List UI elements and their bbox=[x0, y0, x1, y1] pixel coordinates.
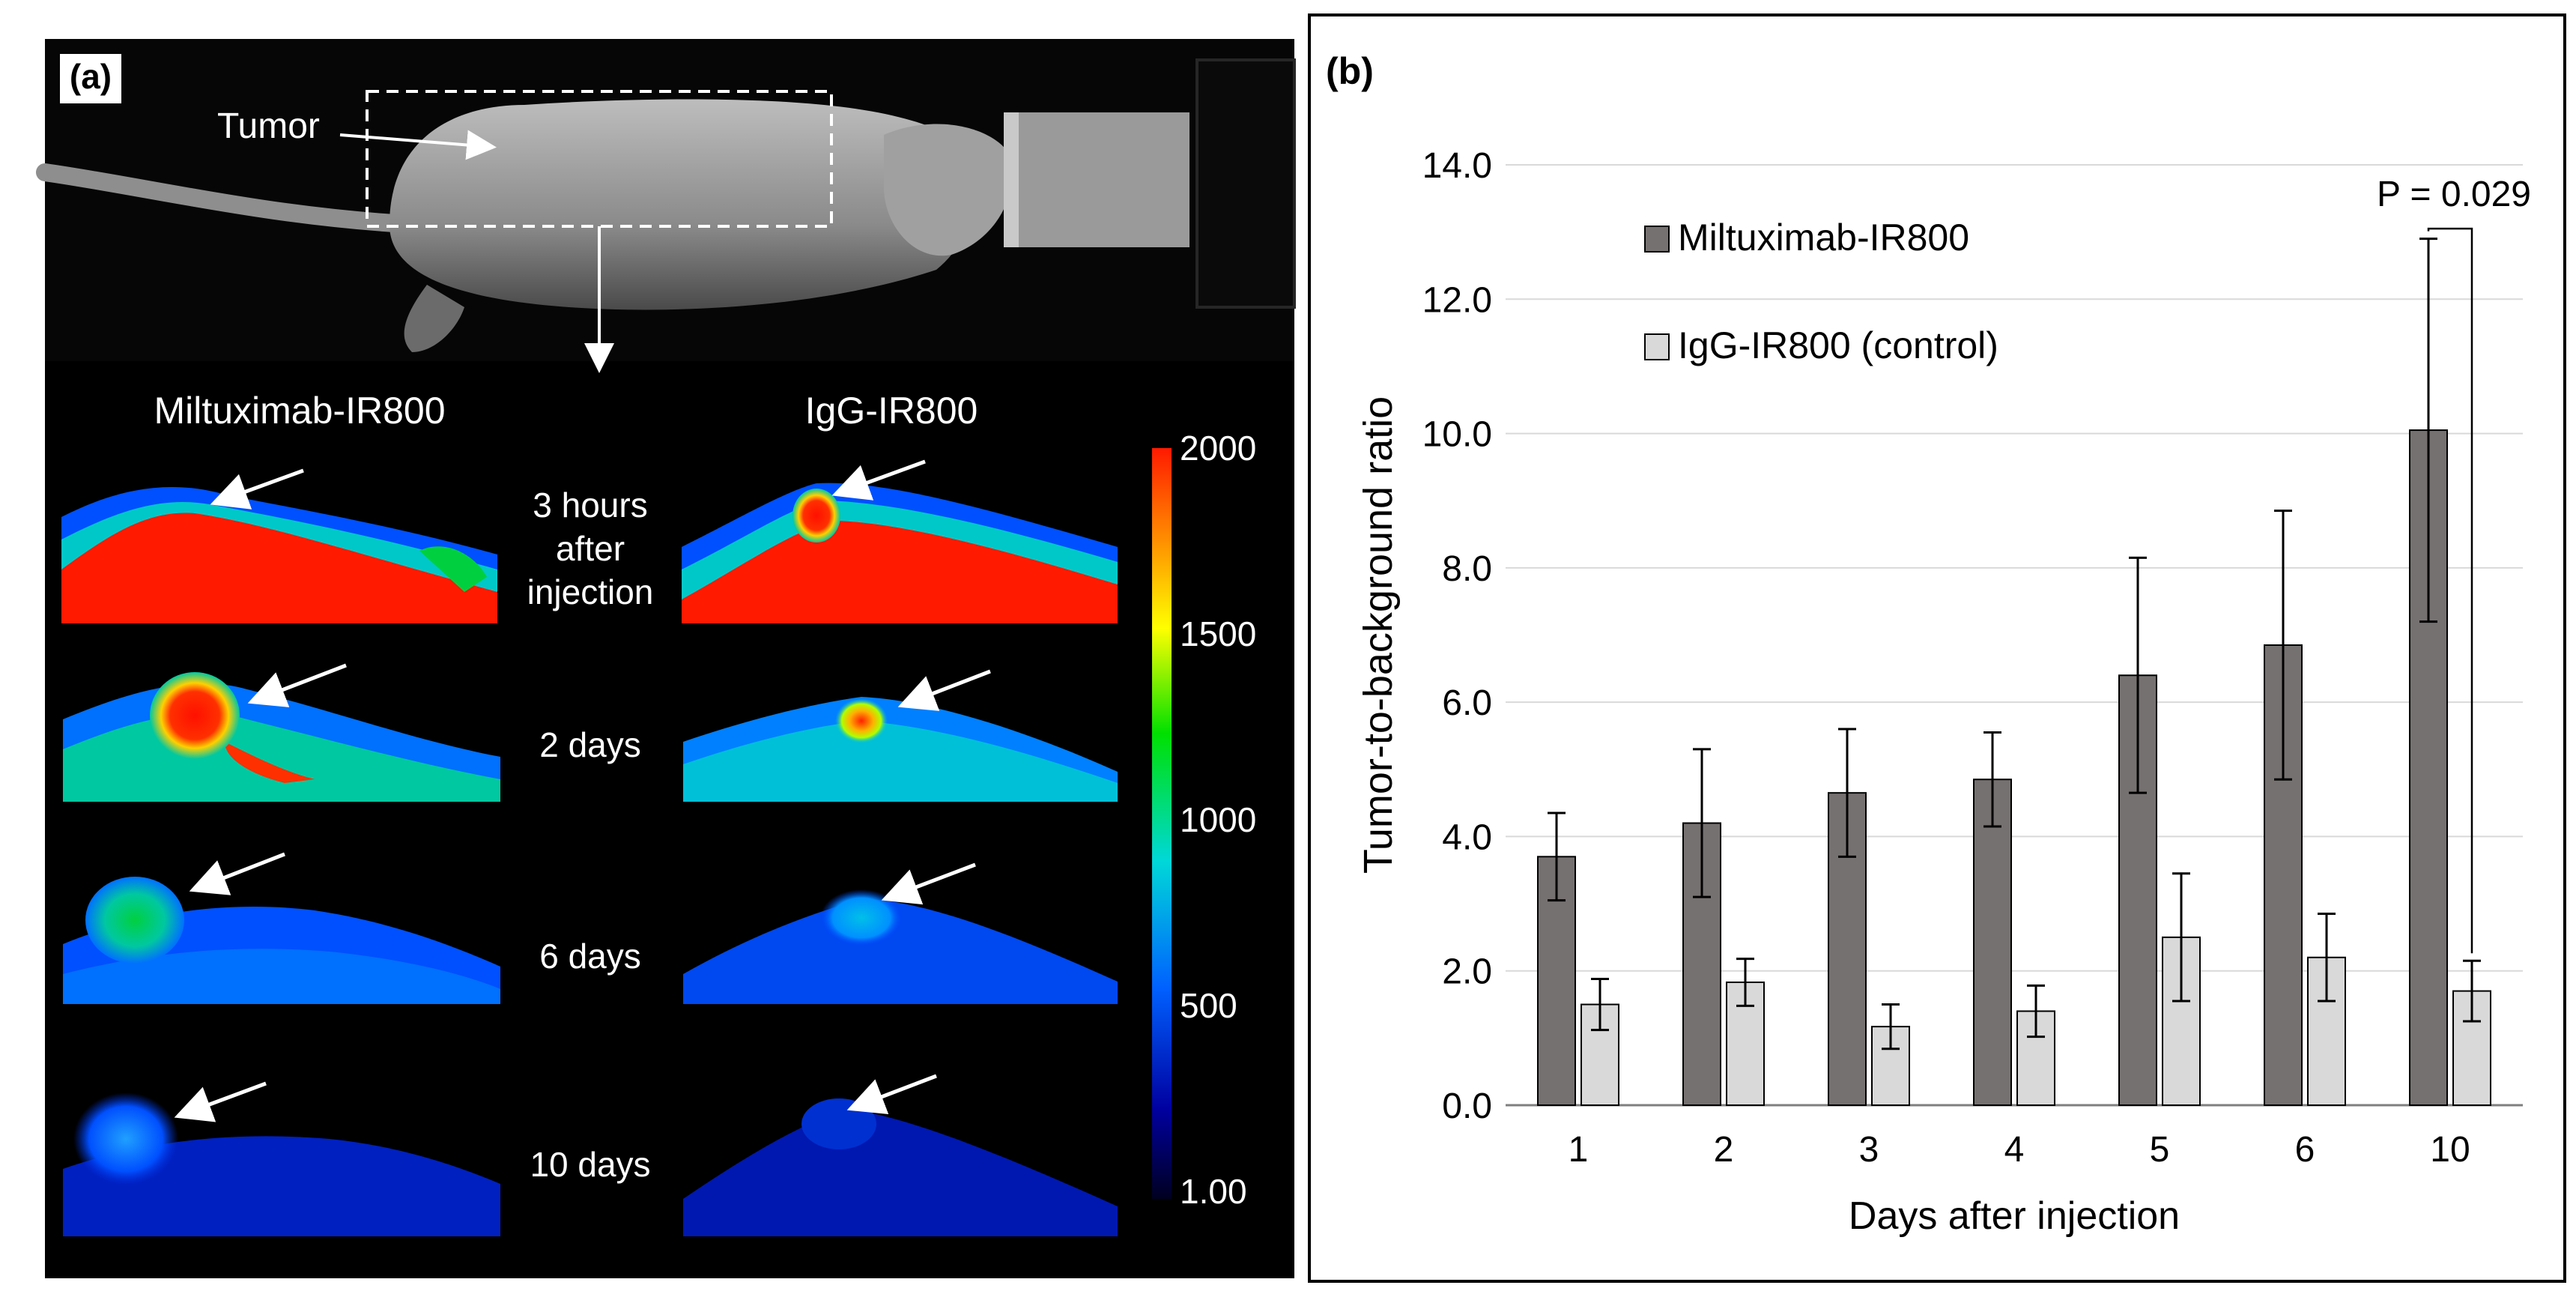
x-tick-label: 4 bbox=[2004, 1130, 2025, 1170]
tumor-arrow-milt-3h bbox=[210, 468, 304, 510]
fluorescence-arrows bbox=[174, 459, 991, 1122]
panel-a-label: (a) bbox=[70, 57, 112, 96]
bar-chart: 0.0 2.0 4.0 6.0 8.0 10.0 12.0 14.0 1 2 3 4 5 6 10 P = 0… bbox=[1356, 146, 2531, 1238]
fluorescence-miltuximab-2d bbox=[63, 659, 500, 802]
x-tick-label: 5 bbox=[2150, 1130, 2170, 1170]
y-tick-label: 8.0 bbox=[1442, 549, 1492, 589]
column-title-igg: IgG-IR800 bbox=[805, 390, 978, 432]
intensity-colorbar: 2000 1500 1000 500 1.00 bbox=[1152, 429, 1256, 1211]
anesthesia-nose-cone bbox=[1004, 112, 1189, 247]
x-tick-label: 1 bbox=[1569, 1130, 1589, 1170]
tumor-pointer-arrow bbox=[339, 130, 497, 160]
y-tick-label: 10.0 bbox=[1422, 415, 1492, 455]
bar-igg-day-1 bbox=[1581, 1003, 1619, 1107]
y-tick-label: 12.0 bbox=[1422, 280, 1492, 320]
tumor-arrow-igg-6d bbox=[881, 862, 976, 905]
mouse-hind-leg bbox=[404, 285, 464, 352]
fluorescence-igg-2d bbox=[683, 659, 1118, 802]
timepoint-labels: 3 hours after injection 2 days 6 days 10… bbox=[527, 486, 654, 1184]
chart-frame bbox=[1308, 13, 2566, 1283]
tumor-region-box bbox=[366, 90, 833, 228]
y-tick-label: 2.0 bbox=[1442, 952, 1492, 992]
fluorescence-igg-3h bbox=[682, 465, 1118, 623]
y-tick-label: 14.0 bbox=[1422, 146, 1492, 186]
colorbar-tick-2000: 2000 bbox=[1180, 429, 1256, 468]
legend-swatch bbox=[1644, 333, 1670, 360]
x-tick-label: 2 bbox=[1714, 1130, 1734, 1170]
y-axis-title: Tumor-to-background ratio bbox=[1356, 396, 1401, 874]
tumor-label: Tumor bbox=[217, 106, 320, 146]
fluorescence-miltuximab-10d bbox=[63, 1064, 500, 1236]
tumor-arrow-milt-10d bbox=[174, 1081, 267, 1122]
x-tick-label: 10 bbox=[2430, 1130, 2470, 1170]
timepoint-6d: 6 days bbox=[539, 937, 641, 976]
white-light-photo bbox=[36, 39, 1296, 373]
y-tick-label: 4.0 bbox=[1442, 817, 1492, 857]
legend-swatch bbox=[1644, 226, 1670, 253]
panel-a-label-box bbox=[60, 54, 121, 103]
timepoint-2d: 2 days bbox=[539, 725, 641, 764]
legend-label: Miltuximab-IR800 bbox=[1678, 217, 1969, 259]
x-tick-label: 6 bbox=[2295, 1130, 2315, 1170]
legend-label: IgG-IR800 (control) bbox=[1678, 324, 1998, 366]
x-axis-title: Days after injection bbox=[1849, 1194, 2180, 1238]
column-title-miltuximab: Miltuximab-IR800 bbox=[154, 390, 445, 432]
mouse-head bbox=[884, 124, 1013, 256]
x-tick-label: 3 bbox=[1859, 1130, 1879, 1170]
bar-miltuximab-day-4 bbox=[1973, 779, 2012, 1107]
timepoint-3h-line2: after bbox=[556, 529, 625, 568]
timepoint-10d: 10 days bbox=[530, 1145, 650, 1184]
timepoint-3h-line1: 3 hours bbox=[533, 486, 647, 525]
panel-b-label: (b) bbox=[1326, 50, 1374, 92]
significance-bracket bbox=[2427, 227, 2473, 954]
y-tick-label: 0.0 bbox=[1442, 1086, 1492, 1126]
colorbar-tick-1000: 1000 bbox=[1180, 800, 1256, 839]
fluorescence-miltuximab-6d bbox=[63, 862, 500, 1004]
tumor-arrow-milt-6d bbox=[189, 852, 285, 895]
p-value-label: P = 0.029 bbox=[2377, 175, 2531, 214]
colorbar-tick-1500: 1500 bbox=[1180, 614, 1256, 653]
tumor-arrow-milt-2d bbox=[247, 663, 347, 707]
timepoint-3h-line3: injection bbox=[527, 572, 654, 611]
colorbar-gradient bbox=[1152, 448, 1172, 1199]
tumor-arrow-igg-10d bbox=[846, 1074, 937, 1115]
y-tick-label: 6.0 bbox=[1442, 683, 1492, 723]
tumor-arrow-igg-2d bbox=[897, 669, 991, 711]
fluorescence-igg-10d bbox=[683, 1064, 1118, 1236]
mouse-tail bbox=[36, 163, 428, 234]
mouse-body bbox=[390, 99, 980, 310]
fluorescence-miltuximab-3h bbox=[61, 465, 497, 623]
colorbar-tick-1: 1.00 bbox=[1180, 1172, 1247, 1211]
colorbar-tick-500: 500 bbox=[1180, 986, 1237, 1025]
tumor-arrow-igg-3h bbox=[831, 459, 926, 501]
